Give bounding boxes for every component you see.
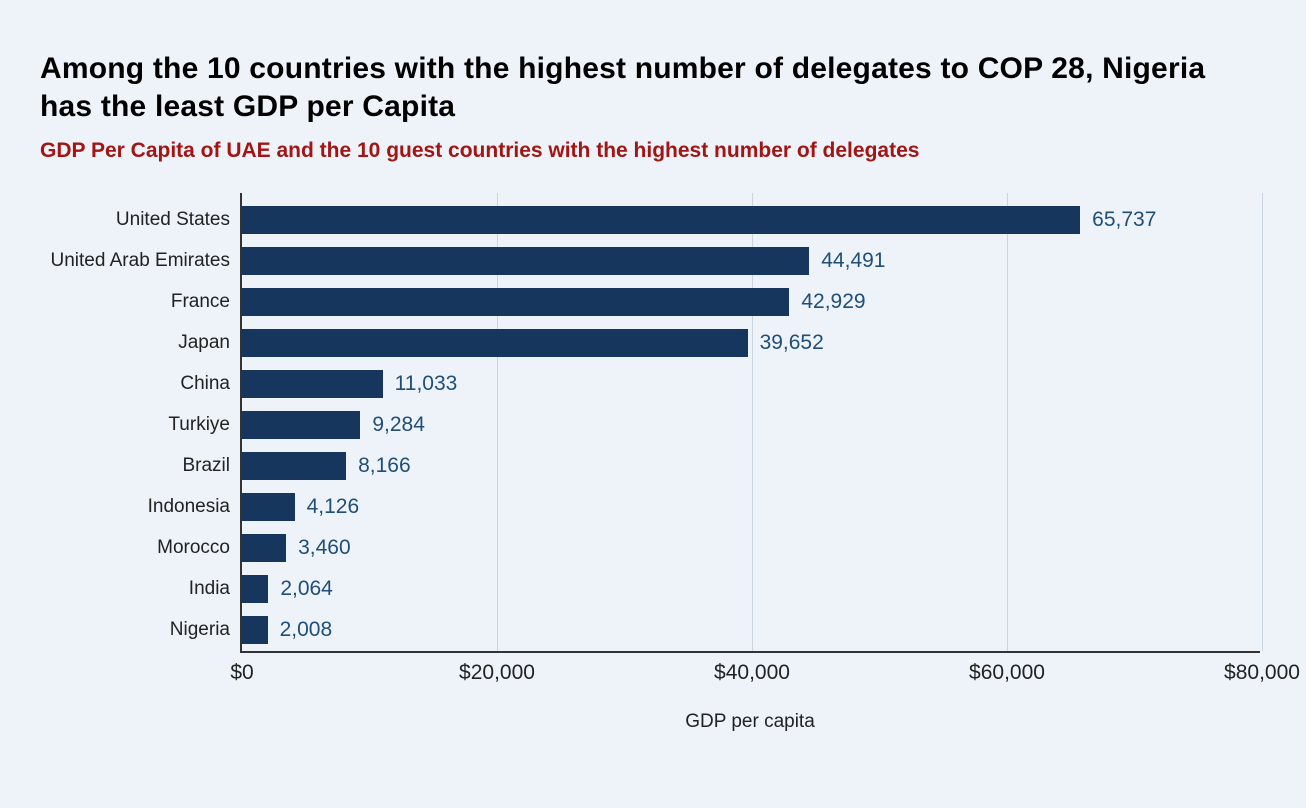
chart-title: Among the 10 countries with the highest … [40, 50, 1266, 125]
y-axis-label: United Arab Emirates [50, 250, 230, 272]
bar-row: 65,737 [242, 206, 1156, 234]
bar-value: 65,737 [1092, 208, 1156, 232]
bar-row: 9,284 [242, 411, 425, 439]
bar [242, 534, 286, 562]
bar [242, 329, 748, 357]
bar-value: 3,460 [298, 536, 351, 560]
plot-area: $0$20,000$40,000$60,000$80,000United Sta… [240, 193, 1260, 653]
y-axis-label: Brazil [182, 455, 230, 477]
bar-row: 4,126 [242, 493, 359, 521]
y-axis-label: France [171, 291, 230, 313]
y-axis-label: India [189, 578, 230, 600]
bar-row: 2,008 [242, 616, 332, 644]
bar [242, 247, 809, 275]
bar-value: 2,008 [280, 618, 333, 642]
y-axis-label: United States [116, 209, 230, 231]
chart-container: $0$20,000$40,000$60,000$80,000United Sta… [240, 193, 1260, 733]
bar-row: 39,652 [242, 329, 824, 357]
bar [242, 411, 360, 439]
bar-value: 4,126 [307, 495, 360, 519]
bar-value: 9,284 [372, 413, 425, 437]
x-tick: $0 [230, 661, 253, 685]
y-axis-label: Japan [178, 332, 230, 354]
bar-value: 11,033 [395, 372, 458, 396]
bar-row: 2,064 [242, 575, 333, 603]
y-axis-label: Morocco [157, 537, 230, 559]
x-tick: $20,000 [459, 661, 535, 685]
bar-row: 8,166 [242, 452, 411, 480]
bar [242, 616, 268, 644]
bar-row: 44,491 [242, 247, 885, 275]
bar-value: 8,166 [358, 454, 411, 478]
bar-row: 11,033 [242, 370, 457, 398]
bar-row: 3,460 [242, 534, 351, 562]
bar [242, 370, 383, 398]
bar-value: 42,929 [801, 290, 865, 314]
y-axis-label: Turkiye [168, 414, 230, 436]
bar [242, 493, 295, 521]
grid-line [1262, 193, 1263, 651]
y-axis-label: China [180, 373, 230, 395]
bar-value: 39,652 [760, 331, 824, 355]
x-tick: $60,000 [969, 661, 1045, 685]
bar-value: 2,064 [280, 577, 333, 601]
y-axis-label: Indonesia [148, 496, 230, 518]
x-tick: $80,000 [1224, 661, 1300, 685]
bar [242, 575, 268, 603]
bar [242, 206, 1080, 234]
bar [242, 288, 789, 316]
x-tick: $40,000 [714, 661, 790, 685]
bar [242, 452, 346, 480]
chart-subtitle: GDP Per Capita of UAE and the 10 guest c… [40, 139, 1266, 163]
bar-row: 42,929 [242, 288, 866, 316]
x-axis-title: GDP per capita [240, 711, 1260, 733]
grid-line [1007, 193, 1008, 651]
y-axis-label: Nigeria [170, 619, 230, 641]
bar-value: 44,491 [821, 249, 885, 273]
